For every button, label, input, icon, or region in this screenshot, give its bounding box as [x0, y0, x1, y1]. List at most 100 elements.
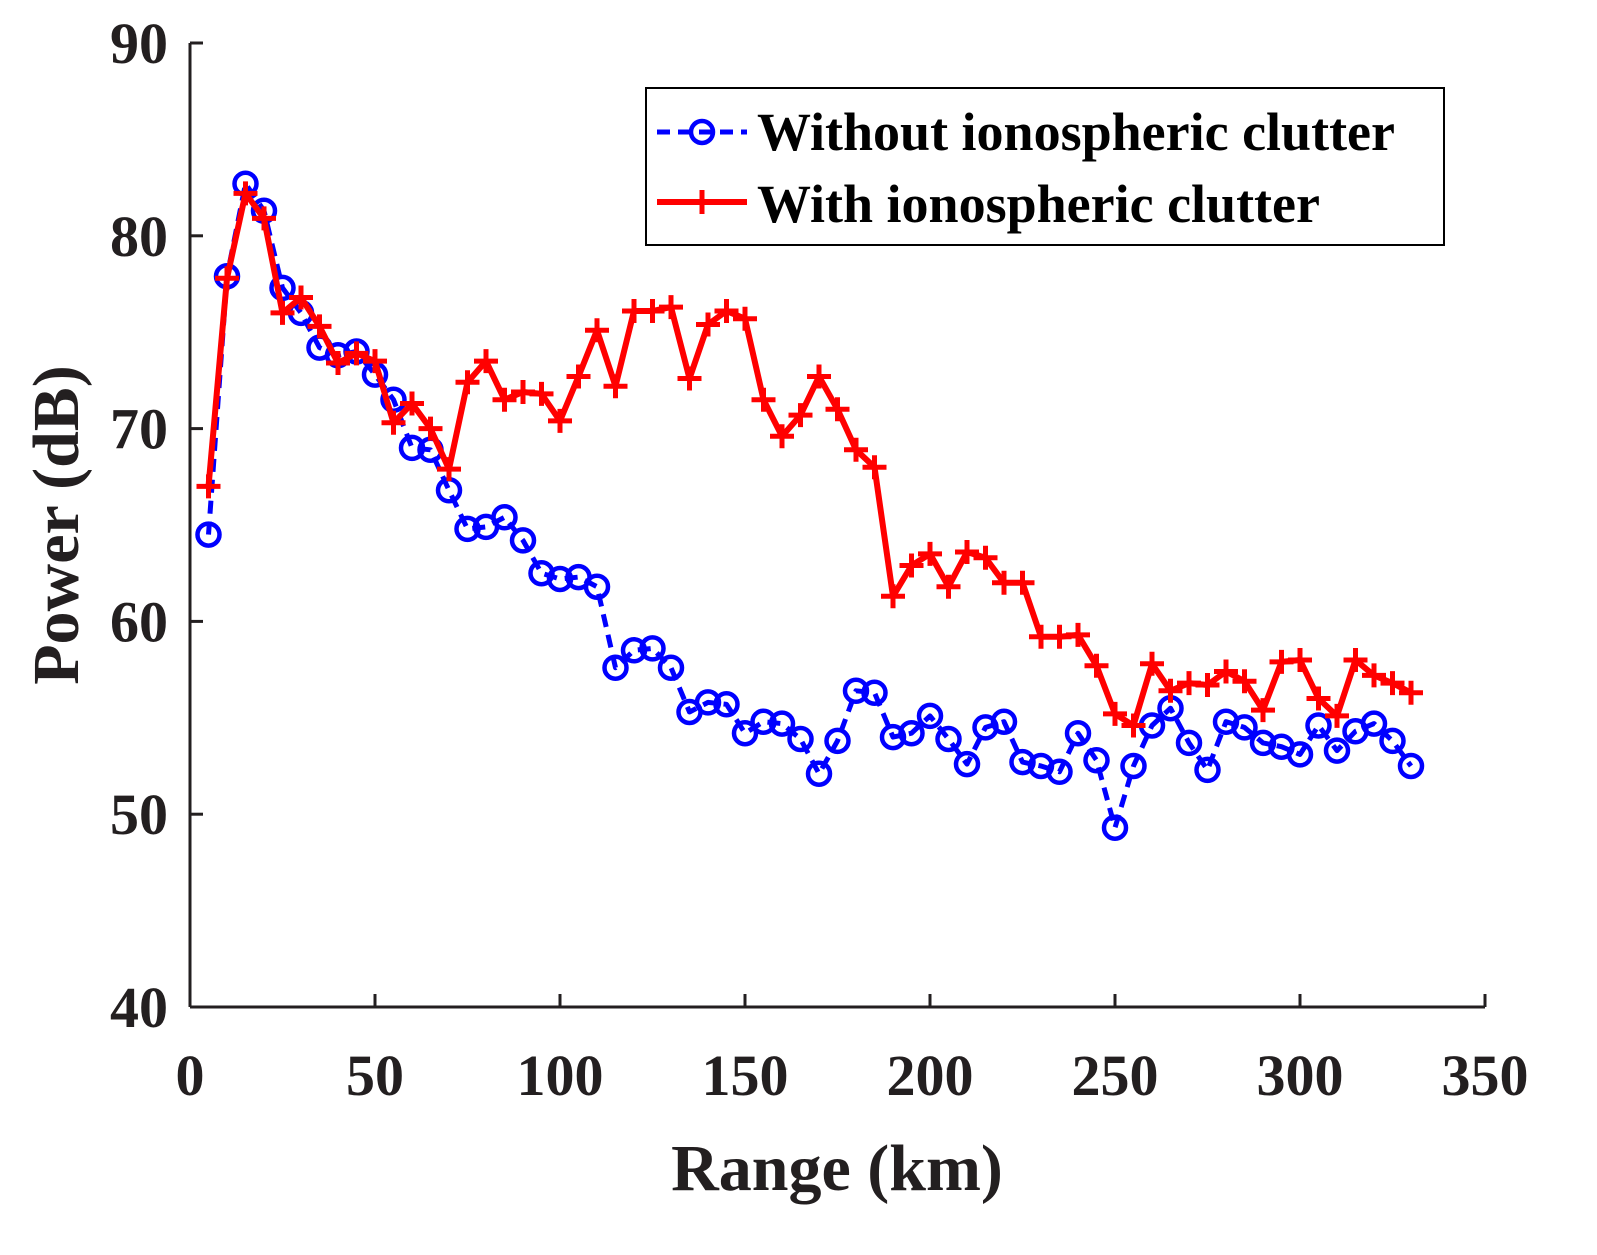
- data-point-without-clutter: [1231, 714, 1258, 741]
- data-point-with-clutter: [899, 553, 924, 578]
- data-point-with-clutter: [196, 474, 221, 499]
- data-point-with-clutter: [585, 318, 609, 343]
- data-point-without-clutter: [602, 654, 629, 681]
- legend-box: [645, 87, 1445, 246]
- data-point-with-clutter: [677, 366, 702, 391]
- data-point-with-clutter: [1084, 653, 1109, 678]
- data-point-without-clutter: [1064, 719, 1092, 747]
- axes: [188, 43, 1485, 1009]
- data-point-with-clutter: [437, 457, 461, 482]
- data-point-with-clutter: [770, 424, 794, 449]
- data-point-without-clutter: [657, 654, 685, 681]
- data-point-without-clutter: [1009, 748, 1036, 776]
- data-point-without-clutter: [1286, 741, 1314, 768]
- data-point-without-clutter: [546, 565, 574, 593]
- x-tick-label-350: 350: [1442, 1043, 1529, 1108]
- data-point-without-clutter: [861, 679, 888, 706]
- legend-entry-without-clutter: Without ionospheric clutter: [657, 102, 1395, 162]
- data-point-with-clutter: [1380, 671, 1405, 696]
- data-point-without-clutter: [713, 691, 740, 718]
- y-tick-label-40: 40: [110, 975, 168, 1040]
- data-point-without-clutter: [1083, 746, 1110, 774]
- data-point-without-clutter: [824, 727, 851, 755]
- x-tick-label-300: 300: [1257, 1043, 1344, 1108]
- data-point-with-clutter: [1232, 669, 1257, 694]
- data-point-with-clutter: [1158, 678, 1183, 703]
- data-point-without-clutter: [195, 521, 222, 548]
- x-ticks: 0 50 100 150 200 250 300 350: [176, 994, 1529, 1108]
- data-point-without-clutter: [750, 708, 777, 735]
- data-point-with-clutter: [1103, 701, 1127, 726]
- series-with-clutter: [196, 181, 1423, 738]
- data-point-with-clutter: [215, 266, 239, 291]
- data-point-without-clutter: [1175, 729, 1203, 757]
- data-point-with-clutter: [418, 416, 443, 441]
- data-point-with-clutter: [492, 387, 517, 412]
- data-point-with-clutter: [696, 312, 720, 337]
- data-point-with-clutter: [751, 387, 776, 412]
- y-axis-label: Power (dB): [20, 365, 93, 685]
- data-point-without-clutter: [898, 719, 925, 747]
- data-point-with-clutter: [1362, 663, 1386, 688]
- data-point-without-clutter: [953, 750, 981, 778]
- data-point-without-clutter: [1305, 712, 1332, 739]
- x-tick-label-200: 200: [887, 1043, 974, 1108]
- data-point-with-clutter: [1399, 680, 1423, 705]
- data-point-without-clutter: [454, 515, 481, 543]
- data-point-with-clutter: [344, 341, 369, 366]
- data-point-with-clutter: [844, 437, 868, 462]
- data-point-with-clutter: [788, 403, 813, 428]
- data-point-with-clutter: [1325, 703, 1349, 728]
- y-tick-label-60: 60: [110, 589, 168, 654]
- data-point-with-clutter: [640, 299, 665, 323]
- data-point-without-clutter: [768, 710, 796, 737]
- data-point-with-clutter: [1306, 686, 1331, 711]
- data-point-without-clutter: [1101, 814, 1129, 841]
- x-tick-label-0: 0: [176, 1043, 205, 1108]
- data-point-with-clutter: [233, 181, 258, 206]
- legend-label-with-clutter: With ionospheric clutter: [757, 174, 1320, 234]
- legend-marker-with-clutter: [690, 190, 714, 214]
- data-point-with-clutter: [862, 455, 887, 480]
- data-point-with-clutter: [529, 381, 554, 406]
- data-point-with-clutter: [881, 584, 905, 609]
- x-tick-label-100: 100: [517, 1043, 604, 1108]
- data-point-with-clutter: [1140, 651, 1164, 676]
- data-point-without-clutter: [509, 527, 537, 554]
- data-point-without-clutter: [990, 708, 1018, 735]
- y-tick-label-90: 90: [110, 11, 168, 76]
- x-axis-label: Range (km): [671, 1132, 1003, 1205]
- data-point-with-clutter: [566, 364, 591, 389]
- data-point-without-clutter: [583, 573, 611, 600]
- legend: Without ionospheric clutter With ionosph…: [645, 87, 1445, 246]
- data-point-without-clutter: [787, 725, 814, 753]
- data-point-with-clutter: [659, 295, 683, 320]
- data-point-without-clutter: [398, 434, 426, 462]
- data-point-without-clutter: [935, 725, 962, 753]
- data-point-without-clutter: [639, 635, 666, 662]
- data-point-with-clutter: [455, 370, 480, 395]
- data-point-with-clutter: [326, 351, 350, 375]
- data-point-without-clutter: [731, 719, 759, 747]
- data-point-without-clutter: [380, 386, 407, 413]
- data-point-with-clutter: [381, 410, 406, 435]
- data-point-without-clutter: [694, 689, 722, 716]
- data-point-without-clutter: [1120, 752, 1147, 780]
- data-point-without-clutter: [1379, 727, 1406, 755]
- data-point-without-clutter: [1360, 710, 1388, 737]
- data-point-without-clutter: [879, 723, 907, 751]
- data-point-without-clutter: [1046, 758, 1073, 786]
- data-point-with-clutter: [548, 408, 572, 433]
- y-ticks: 40 50 60 70 80 90: [110, 11, 203, 1040]
- data-point-with-clutter: [363, 349, 387, 374]
- data-point-with-clutter: [973, 545, 998, 570]
- legend-marker-without-clutter: [688, 118, 716, 146]
- data-point-with-clutter: [289, 285, 313, 310]
- data-point-with-clutter: [825, 397, 850, 422]
- data-point-without-clutter: [916, 702, 944, 730]
- data-point-without-clutter: [1194, 756, 1221, 784]
- x-tick-label-150: 150: [702, 1043, 789, 1108]
- data-point-without-clutter: [1249, 729, 1277, 757]
- data-point-with-clutter: [1288, 648, 1312, 672]
